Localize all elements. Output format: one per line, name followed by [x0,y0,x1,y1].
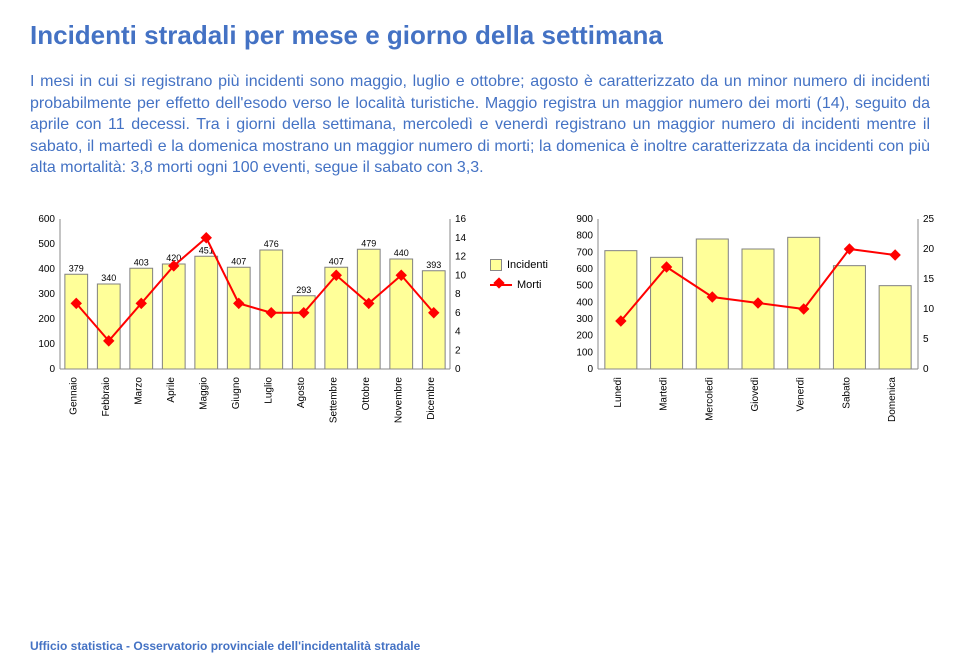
svg-text:Lunedì: Lunedì [613,377,624,408]
svg-text:200: 200 [576,331,593,342]
legend-box-incidenti [490,259,502,271]
svg-text:Dicembre: Dicembre [426,377,437,420]
page-title: Incidenti stradali per mese e giorno del… [30,20,930,51]
body-text: I mesi in cui si registrano più incident… [30,71,930,179]
svg-text:400: 400 [576,297,593,308]
svg-text:2: 2 [455,345,461,356]
legend-label-incidenti: Incidenti [507,259,548,271]
svg-text:15: 15 [923,274,935,285]
svg-text:600: 600 [576,264,593,275]
svg-text:16: 16 [455,214,467,225]
svg-text:403: 403 [134,257,149,267]
svg-text:379: 379 [69,263,84,273]
svg-text:500: 500 [38,239,55,250]
svg-text:Gennaio: Gennaio [68,377,79,415]
svg-text:Ottobre: Ottobre [361,377,372,411]
svg-text:800: 800 [576,231,593,242]
svg-text:6: 6 [455,308,461,319]
svg-text:Sabato: Sabato [841,377,852,409]
footer: Ufficio statistica - Osservatorio provin… [30,639,420,653]
svg-text:393: 393 [426,260,441,270]
svg-text:407: 407 [329,256,344,266]
svg-text:0: 0 [455,364,461,375]
svg-text:Aprile: Aprile [166,377,177,403]
svg-text:400: 400 [38,264,55,275]
svg-text:Giugno: Giugno [231,377,242,410]
svg-text:Domenica: Domenica [887,377,898,422]
svg-text:Maggio: Maggio [198,377,209,410]
legend-morti: Morti [490,279,548,291]
svg-text:25: 25 [923,214,935,225]
svg-text:14: 14 [455,233,467,244]
svg-text:900: 900 [576,214,593,225]
charts-row: 0100200300400500600024681012141637934040… [30,209,930,429]
svg-text:440: 440 [394,248,409,258]
svg-text:600: 600 [38,214,55,225]
legend-label-morti: Morti [517,279,541,291]
svg-text:Luglio: Luglio [263,377,274,404]
svg-text:Novembre: Novembre [393,377,404,424]
svg-text:Settembre: Settembre [328,377,339,424]
svg-text:500: 500 [576,281,593,292]
svg-text:0: 0 [49,364,55,375]
svg-text:10: 10 [923,304,935,315]
svg-text:407: 407 [231,256,246,266]
svg-text:340: 340 [101,273,116,283]
svg-text:200: 200 [38,314,55,325]
svg-text:Giovedì: Giovedì [750,377,761,412]
svg-text:100: 100 [38,339,55,350]
svg-text:476: 476 [264,239,279,249]
svg-text:0: 0 [923,364,929,375]
svg-text:293: 293 [296,285,311,295]
legend: Incidenti Morti [490,209,548,299]
svg-text:10: 10 [455,270,467,281]
svg-text:Agosto: Agosto [296,377,307,409]
legend-line-morti [490,284,512,286]
svg-text:Martedì: Martedì [659,377,670,411]
svg-text:479: 479 [361,238,376,248]
svg-text:20: 20 [923,244,935,255]
svg-text:8: 8 [455,289,461,300]
svg-text:5: 5 [923,334,929,345]
daily-chart: 0 100 200 300 400 500 600 700 800 900 0 5 10 15 20 25 Lu… [568,209,948,429]
svg-text:0: 0 [587,364,593,375]
svg-text:Febbraio: Febbraio [101,377,112,417]
svg-text:Mercoledì: Mercoledì [704,377,715,421]
svg-text:100: 100 [576,347,593,358]
svg-text:700: 700 [576,247,593,258]
monthly-chart: 0 100 200 300 400 500 600 0 2 4 6 8 10 12 14 16 379 340 40… [30,209,470,429]
svg-text:4: 4 [455,326,461,337]
svg-text:300: 300 [38,289,55,300]
svg-text:Marzo: Marzo [133,377,144,405]
svg-text:12: 12 [455,251,467,262]
svg-text:Venerdì: Venerdì [796,377,807,412]
legend-incidenti: Incidenti [490,259,548,271]
svg-text:300: 300 [576,314,593,325]
